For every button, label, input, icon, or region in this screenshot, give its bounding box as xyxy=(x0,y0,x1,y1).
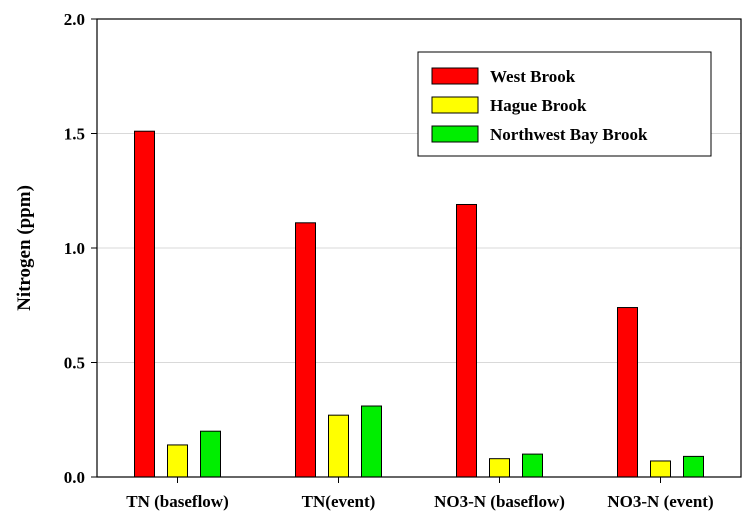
legend-swatch xyxy=(431,67,479,85)
y-tick-label: 2.0 xyxy=(64,10,85,29)
x-tick-label: NO3-N (event) xyxy=(607,492,713,511)
bar-hague-brook xyxy=(167,444,188,478)
bar-west-brook xyxy=(134,130,155,478)
y-axis-label: Nitrogen (ppm) xyxy=(14,185,35,311)
x-tick-label: TN (baseflow) xyxy=(126,492,228,511)
bar-hague-brook xyxy=(650,460,671,478)
bar-west-brook xyxy=(295,222,316,478)
bar-hague-brook xyxy=(328,414,349,478)
bars xyxy=(134,130,704,478)
y-axis: 0.0 0.5 1.0 1.5 2.0 xyxy=(64,10,97,487)
legend-swatch xyxy=(431,96,479,114)
x-tick-label: TN(event) xyxy=(302,492,376,511)
x-axis: TN (baseflow) TN(event) NO3-N (baseflow) NO… xyxy=(126,477,714,511)
bar-west-brook xyxy=(456,203,477,478)
bar-northwest-bay-brook xyxy=(361,405,382,478)
bar-northwest-bay-brook xyxy=(683,455,704,478)
legend-label: Northwest Bay Brook xyxy=(490,125,648,144)
y-tick-label: 0.5 xyxy=(64,354,85,373)
bar-northwest-bay-brook xyxy=(522,453,543,478)
y-tick-label: 1.0 xyxy=(64,239,85,258)
legend-swatch xyxy=(431,125,479,143)
legend-label: Hague Brook xyxy=(490,96,587,115)
legend-label: West Brook xyxy=(490,67,576,86)
y-tick-label: 0.0 xyxy=(64,468,85,487)
x-tick-label: NO3-N (baseflow) xyxy=(434,492,565,511)
bar-northwest-bay-brook xyxy=(200,430,221,478)
bar-hague-brook xyxy=(489,458,510,478)
legend: West Brook Hague Brook Northwest Bay Brook xyxy=(417,51,712,157)
bar-west-brook xyxy=(617,307,638,478)
y-tick-label: 1.5 xyxy=(64,125,85,144)
gridlines xyxy=(97,133,741,363)
